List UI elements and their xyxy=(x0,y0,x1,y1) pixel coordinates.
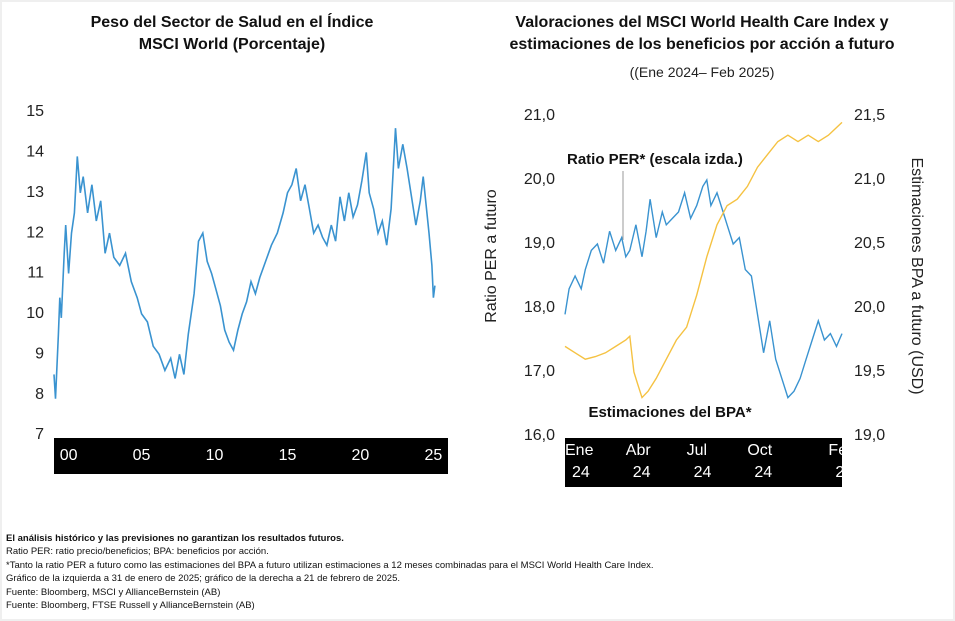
y-tick-label: 8 xyxy=(35,386,44,403)
data-line xyxy=(53,128,436,399)
x-tick-label: 00 xyxy=(60,447,78,464)
note: Fuente: Bloomberg, FTSE Russell y Allian… xyxy=(6,600,255,612)
x-tick-label: Feb 25 xyxy=(828,442,856,481)
y-tick-label: 10 xyxy=(26,305,44,322)
y2-tick-label: 19,0 xyxy=(854,427,885,444)
y-tick-label: 19,0 xyxy=(524,235,555,252)
y-tick-label: 13 xyxy=(26,184,44,201)
note: El análisis histórico y las previsiones … xyxy=(6,533,344,544)
annotation: Ratio PER* (escala izda.) xyxy=(567,151,743,168)
y-tick-label: 17,0 xyxy=(524,363,555,380)
note: Ratio PER: ratio precio/beneficios; BPA:… xyxy=(6,546,269,558)
y-axis-label: Ratio PER a futuro xyxy=(483,189,500,323)
y-tick-label: 7 xyxy=(35,426,44,443)
y-tick-label: 15 xyxy=(26,103,44,120)
data-line xyxy=(564,178,843,399)
x-tick-label: Ene 24 xyxy=(565,442,594,481)
y2-tick-label: 21,5 xyxy=(854,107,885,124)
chart-subtitle: ((Ene 2024– Feb 2025) xyxy=(629,64,775,80)
chart-title: Peso del Sector de Salud en el Índice MS… xyxy=(90,14,374,53)
y2-tick-label: 21,0 xyxy=(854,171,885,188)
y-tick-label: 9 xyxy=(35,345,44,362)
annotation: Estimaciones del BPA* xyxy=(588,404,751,421)
y-tick-label: 11 xyxy=(27,265,44,282)
notes: El análisis histórico y las previsiones … xyxy=(6,532,654,612)
note: Gráfico de la izquierda a 31 de enero de… xyxy=(6,573,400,585)
x-tick-label: Jul 24 xyxy=(687,442,712,481)
x-tick-label: 10 xyxy=(206,447,224,464)
y-tick-label: 21,0 xyxy=(524,107,555,124)
data-line xyxy=(564,121,843,399)
x-axis-band xyxy=(565,438,842,487)
x-tick-label: Abr 24 xyxy=(626,442,652,481)
note: Fuente: Bloomberg, MSCI y AllianceBernst… xyxy=(6,586,221,598)
x-tick-label: 15 xyxy=(279,447,297,464)
x-axis-band xyxy=(54,438,448,474)
y-tick-label: 16,0 xyxy=(524,427,555,444)
y2-axis-label: Estimaciones BPA a futuro (USD) xyxy=(908,157,925,394)
y-tick-label: 14 xyxy=(26,144,44,161)
x-tick-label: 25 xyxy=(425,447,443,464)
y-tick-label: 20,0 xyxy=(524,171,555,188)
x-tick-label: 20 xyxy=(352,447,370,464)
y2-tick-label: 20,0 xyxy=(854,299,885,316)
y-tick-label: 18,0 xyxy=(524,299,555,316)
y-tick-label: 12 xyxy=(26,224,44,241)
y2-tick-label: 20,5 xyxy=(854,235,885,252)
chart-title: Valoraciones del MSCI World Health Care … xyxy=(509,14,895,53)
x-tick-label: 05 xyxy=(133,447,151,464)
x-tick-label: Oct 24 xyxy=(747,442,772,481)
note: *Tanto la ratio PER a futuro como las es… xyxy=(6,559,654,571)
y2-tick-label: 19,5 xyxy=(854,363,885,380)
